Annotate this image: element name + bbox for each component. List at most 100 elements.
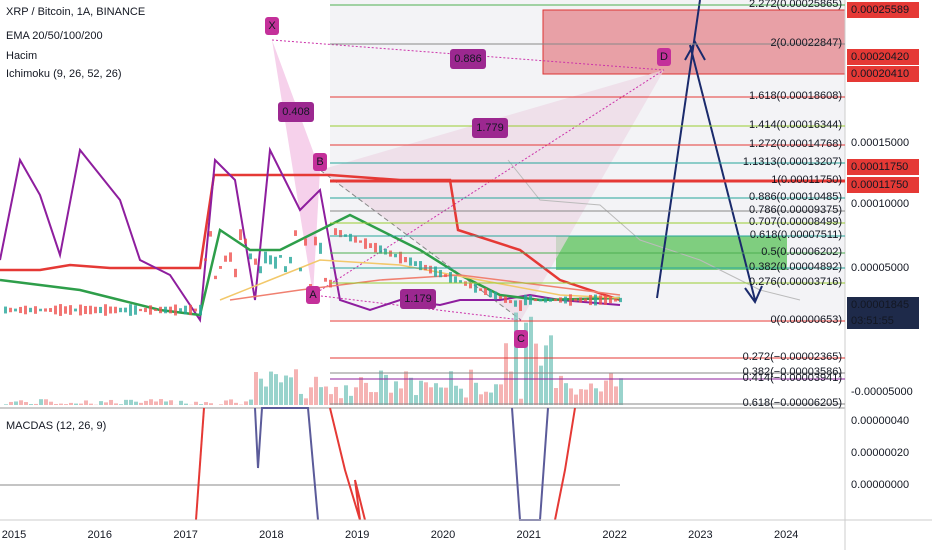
candle	[49, 308, 52, 312]
volume-bar	[99, 401, 103, 405]
volume-bar	[574, 394, 578, 405]
candle	[614, 298, 617, 302]
pattern-point-box	[313, 153, 327, 171]
candle	[539, 298, 542, 302]
volume-bar	[559, 375, 563, 405]
candle	[294, 230, 297, 236]
fib-label: 0.886(0.00010485)	[749, 191, 842, 203]
volume-bar	[464, 397, 468, 405]
volume-bar	[424, 382, 428, 405]
time-label: 2019	[345, 529, 369, 541]
candle	[139, 308, 142, 312]
candle	[149, 305, 152, 315]
candle	[144, 307, 147, 313]
candle	[499, 296, 502, 300]
volume-bar	[569, 388, 573, 405]
volume-bar	[549, 335, 553, 405]
volume-bar	[599, 391, 603, 405]
volume-bar	[314, 376, 318, 405]
volume-bar	[24, 402, 28, 405]
candle	[239, 229, 242, 241]
macd-line	[195, 407, 205, 521]
arrow-head	[744, 285, 763, 305]
pattern-point-box	[265, 17, 279, 35]
candle	[234, 268, 237, 278]
candle	[329, 279, 332, 288]
volume-bar	[304, 398, 308, 405]
volume-bar	[269, 371, 273, 405]
time-label: 2020	[431, 529, 455, 541]
ratio-box	[450, 49, 486, 69]
volume-bar	[104, 402, 108, 405]
fib-label: 0.276(0.00003716)	[749, 276, 842, 288]
volume-bar	[224, 400, 228, 405]
fib-label: 1.618(0.00018608)	[749, 90, 842, 102]
volume-bar	[34, 403, 38, 405]
candle	[569, 294, 572, 306]
volume-bar	[254, 372, 258, 405]
candle	[504, 296, 507, 303]
candle	[89, 305, 92, 315]
volume-bar	[289, 377, 293, 405]
candle	[509, 300, 512, 304]
candle	[609, 296, 612, 304]
volume-bar	[334, 386, 338, 405]
signal-line	[254, 407, 319, 521]
price-label: 0.00005000	[851, 262, 909, 274]
purple-line	[0, 146, 621, 323]
candle	[439, 269, 442, 278]
volume-bar	[194, 401, 198, 405]
candle	[394, 253, 397, 258]
volume-bar	[284, 375, 288, 405]
pattern-point-box	[306, 286, 320, 304]
candle	[269, 255, 272, 265]
candle	[29, 307, 32, 313]
candle	[464, 281, 467, 286]
candle	[94, 306, 97, 314]
candle	[359, 240, 362, 243]
volume-bar	[159, 399, 163, 405]
volume-bar	[519, 398, 523, 405]
volume-bar	[409, 377, 413, 405]
volume-bar	[119, 404, 123, 405]
candle	[604, 295, 607, 305]
fib-label: 0(0.00000653)	[770, 314, 842, 326]
price-label: 03:51:55	[851, 315, 894, 327]
volume-bar	[109, 399, 113, 405]
candle	[319, 242, 322, 254]
volume-bar	[604, 380, 608, 405]
price-label: -0.00005000	[851, 386, 913, 398]
pattern-point: X	[268, 20, 276, 32]
ema-line	[0, 213, 621, 317]
candle	[59, 304, 62, 316]
candle	[494, 291, 497, 300]
candle	[24, 305, 27, 315]
fib-label: 1.1313(0.00013207)	[743, 156, 842, 168]
volume-bar	[44, 399, 48, 405]
price-badge	[847, 66, 919, 82]
price-badge	[847, 49, 919, 65]
ratio-label: 1.779	[476, 122, 504, 134]
candle	[519, 300, 522, 311]
candle	[174, 304, 177, 316]
price-label: 0.00001845	[851, 299, 909, 311]
candle	[274, 256, 277, 269]
candle	[474, 282, 477, 293]
time-label: 2017	[173, 529, 197, 541]
pattern-point: A	[309, 289, 317, 301]
volume-bar	[609, 373, 613, 405]
fib-label: 2.272(0.00025865)	[749, 0, 842, 10]
volume-bar	[364, 382, 368, 405]
volume-bar	[544, 345, 548, 405]
candle	[354, 236, 357, 243]
volume-bar	[169, 400, 173, 405]
candle	[544, 297, 547, 303]
volume-bar	[504, 343, 508, 405]
candle	[529, 295, 532, 305]
price-label: 0.00025589	[851, 4, 909, 16]
volume-bar	[84, 400, 88, 405]
candle	[84, 305, 87, 315]
candle	[209, 231, 212, 237]
volume-bar	[389, 392, 393, 405]
